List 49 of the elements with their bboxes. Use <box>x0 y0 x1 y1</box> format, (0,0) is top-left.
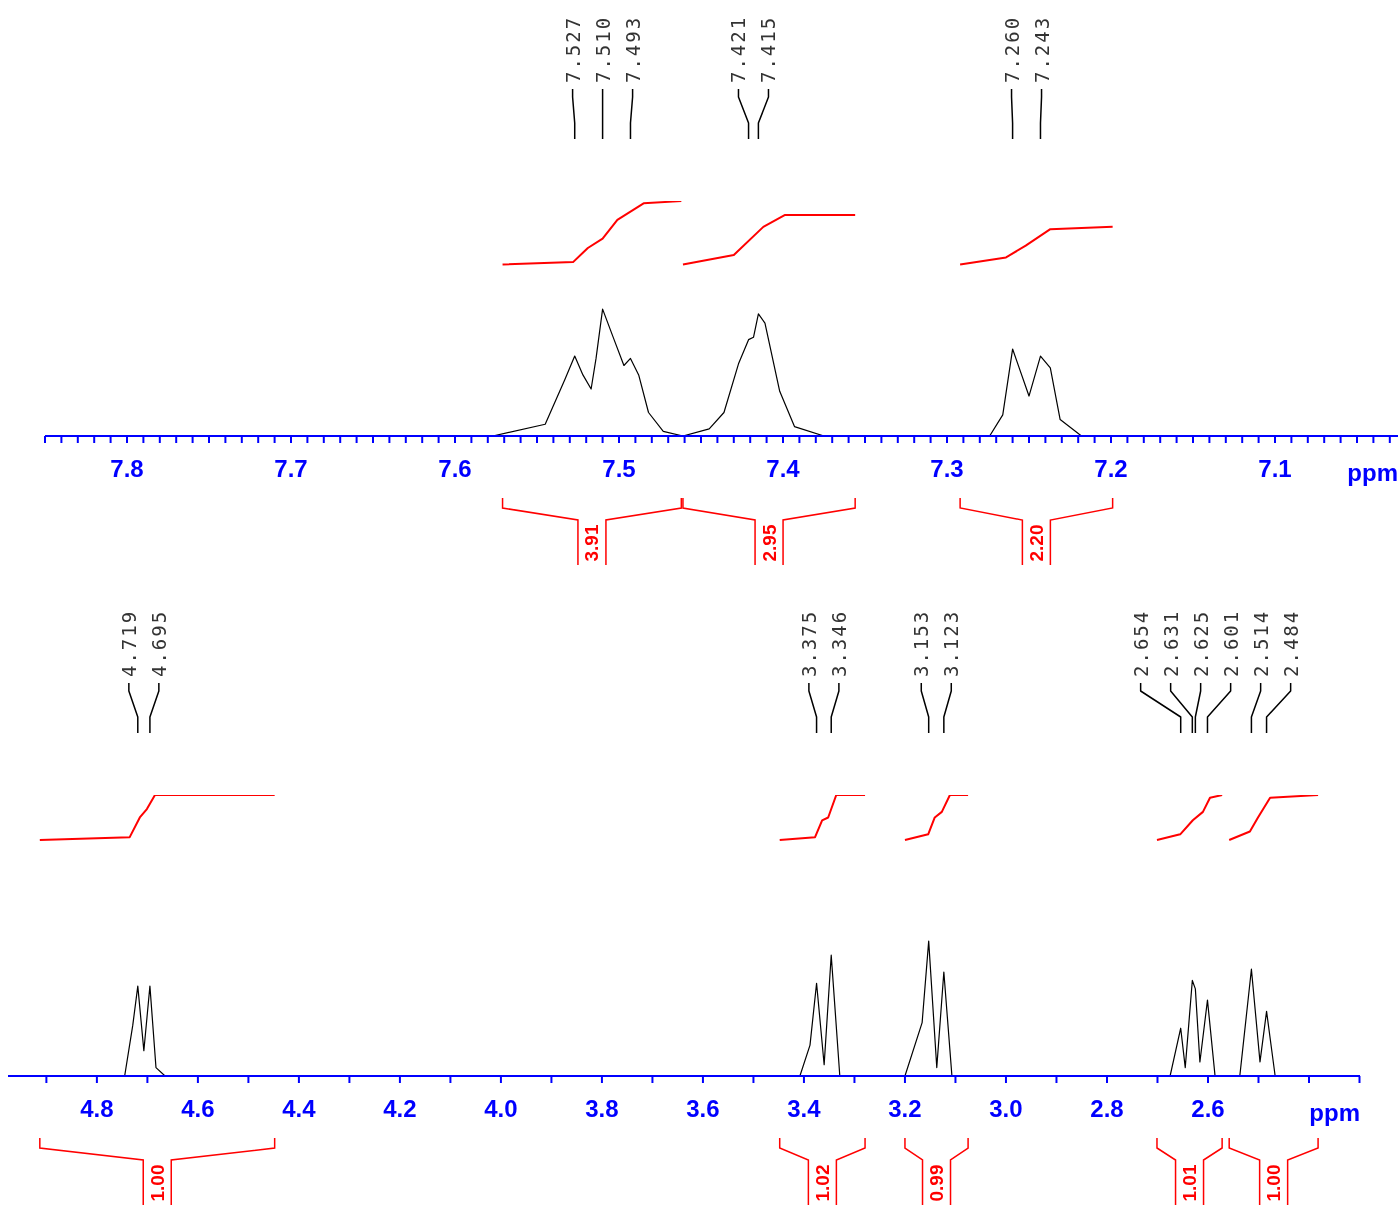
x-tick-label: 3.6 <box>686 1095 720 1122</box>
annotation: 3.375 <box>797 609 820 677</box>
annotation: 2.625 <box>1189 609 1212 677</box>
text: 0.99 <box>926 1164 948 1202</box>
x-tick-label: 7.2 <box>1094 455 1128 482</box>
x-tick-label: 4.6 <box>181 1095 215 1122</box>
x-tick-label: 3.4 <box>787 1095 822 1122</box>
text: 2.95 <box>758 524 780 562</box>
x-tick-label: 3.0 <box>989 1095 1023 1122</box>
x-axis-title: ppm <box>1347 459 1398 486</box>
annotation: 7.510 <box>591 15 614 83</box>
annotation: 7.421 <box>727 15 750 83</box>
x-tick-label: 4.4 <box>282 1095 317 1122</box>
x-tick-label: 2.6 <box>1191 1095 1225 1122</box>
annotation: 3.346 <box>827 609 850 677</box>
annotation: 7.243 <box>1030 15 1053 83</box>
annotation: 4.719 <box>117 609 140 677</box>
text: 3.91 <box>581 524 603 562</box>
annotation: 4.695 <box>147 609 170 677</box>
annotation: 7.415 <box>757 15 780 83</box>
text: 1.01 <box>1179 1164 1201 1202</box>
annotation: 7.260 <box>1000 15 1023 83</box>
x-tick-label: 7.8 <box>110 455 144 482</box>
text: 2.20 <box>1025 524 1047 562</box>
x-tick-label: 7.6 <box>438 455 472 482</box>
annotation: 2.484 <box>1279 609 1302 677</box>
x-tick-label: 7.7 <box>274 455 308 482</box>
annotation: 2.514 <box>1249 609 1272 677</box>
x-tick-label: 4.8 <box>80 1095 114 1122</box>
x-tick-label: 4.2 <box>383 1095 417 1122</box>
text: 1.00 <box>146 1164 168 1202</box>
annotation: 7.493 <box>621 15 644 83</box>
x-tick-label: 7.3 <box>930 455 964 482</box>
annotation: 2.601 <box>1219 609 1242 677</box>
annotation: 3.123 <box>940 609 963 677</box>
x-tick-label: 7.1 <box>1258 455 1292 482</box>
x-axis-title: ppm <box>1309 1099 1360 1126</box>
text: 1.02 <box>811 1164 833 1202</box>
x-tick-label: 7.4 <box>766 455 801 482</box>
annotation: 3.153 <box>910 609 933 677</box>
x-tick-label: 7.5 <box>602 455 636 482</box>
x-tick-label: 3.2 <box>888 1095 922 1122</box>
annotation: 7.527 <box>561 15 584 83</box>
x-tick-label: 4.0 <box>484 1095 518 1122</box>
x-tick-label: 2.8 <box>1090 1095 1124 1122</box>
x-tick-label: 3.8 <box>585 1095 619 1122</box>
text: 1.00 <box>1263 1164 1285 1202</box>
annotation: 2.631 <box>1159 609 1182 677</box>
annotation: 2.654 <box>1129 609 1152 677</box>
